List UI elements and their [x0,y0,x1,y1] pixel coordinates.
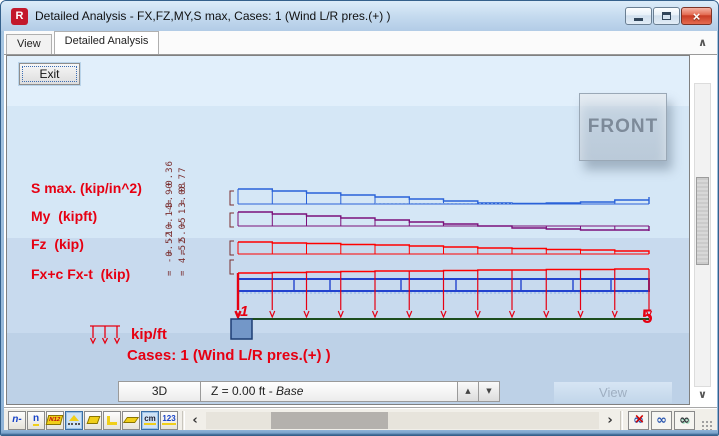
load-arrow [234,273,242,321]
tab-view[interactable]: View [6,34,52,54]
sketch-view-icon-glyph [86,416,100,424]
level-text: Z = 0.00 ft - [211,384,277,398]
close-icon: × [692,8,701,24]
title-bar[interactable]: R Detailed Analysis - FX,FZ,MY,S max, Ca… [1,1,718,31]
load-arrow [440,270,447,319]
hide-objects-glasses-icon[interactable]: ∞ × [628,410,649,430]
section-shape-icon[interactable] [122,410,140,430]
load-arrow [269,272,276,319]
section-names-icon-glyph: N12 [46,415,64,425]
section-names-icon[interactable]: N12 [46,410,64,430]
vertical-scrollbar-thumb[interactable] [696,177,709,265]
level-up-button[interactable]: ▲ [458,381,479,402]
level-name: Base [276,384,304,398]
toolbar-separator [182,410,185,430]
fz-diagram [237,241,650,255]
tab-detailed-analysis[interactable]: Detailed Analysis [53,31,160,54]
section-shape-icon-glyph [122,417,140,423]
load-arrows [234,269,653,321]
bar-numbers-icon-glyph: n [32,413,40,426]
load-arrow [474,270,481,319]
level-cell[interactable]: Z = 0.00 ft - Base [200,381,458,402]
load-arrow [406,271,413,319]
level-down-button[interactable]: ▼ [479,381,500,402]
scale-brackets [229,190,234,275]
window-title: Detailed Analysis - FX,FZ,MY,S max, Case… [35,9,391,23]
distributed-load-icon [89,325,121,345]
local-axes-icon[interactable] [103,410,121,430]
minimize-button[interactable] [625,7,652,25]
load-arrow [543,269,550,319]
s_max-diagram [237,188,650,205]
load-legend: kip/ft [87,324,167,348]
bottom-toolbar: n-n N12 cm 123 ‹ › ∞ × ∞ ∞ [4,407,717,432]
support-symbol[interactable] [230,318,253,340]
sketch-view-icon[interactable] [84,410,102,430]
node-start-label: 1 [240,303,248,320]
load-arrow [645,269,653,319]
level-bar: 3D Z = 0.00 ft - Base ▲ ▼ [118,381,500,402]
cases-label: Cases: 1 (Wind L/R pres.(+) ) [127,347,331,364]
series-label-fz: Fz (kip) [31,236,84,252]
bar-numbers-icon[interactable]: n [27,410,45,430]
supports-icon[interactable] [65,410,83,430]
my-diagram [237,211,650,231]
values-display-icon-glyph: 123 [162,414,176,425]
supports-icon-glyph [68,415,80,425]
scroll-left-button[interactable]: ‹ [192,412,198,428]
collapse-panel-chevron-icon[interactable]: ∧ [698,36,707,49]
close-button[interactable]: × [681,7,712,25]
show-objects-glasses-icon[interactable]: ∞ [651,410,672,430]
values-display-icon[interactable]: 123 [160,410,178,430]
local-axes-icon-glyph [107,415,117,425]
robot-app-icon: R [11,7,28,25]
dimension-lines-icon-glyph: cm [144,414,156,425]
series-label-fx: Fx+c Fx-t (kip) [31,266,131,282]
node-end-label: 5 [642,307,653,328]
load-arrow [303,272,310,319]
shaded-view-glasses-icon[interactable]: ∞ [674,410,695,430]
view-cube-front[interactable]: FRONT [579,93,667,161]
glasses-glyph: ∞ [679,412,690,428]
glasses-glyph: ∞ [633,412,644,428]
load-unit-label: kip/ft [131,326,167,343]
horizontal-scrollbar[interactable] [206,411,599,429]
scroll-down-chevron-icon[interactable]: ∨ [698,388,707,401]
node-symbols-icon[interactable]: n- [8,410,26,430]
load-arrow [577,269,584,319]
series-label-s_max: S max. (kip/in^2) [31,180,142,196]
tab-strip: View Detailed Analysis ∧ [4,31,717,55]
vertical-scrollbar[interactable] [694,83,711,387]
resize-grip[interactable] [701,420,713,432]
view-cube-label: FRONT [587,116,659,137]
toolbar-separator [620,410,623,430]
view-mode-cell[interactable]: 3D [118,381,200,402]
exit-button[interactable]: Exit [19,63,80,85]
load-arrow [371,271,379,319]
analysis-diagrams: 1 5 [229,188,653,340]
series-label-my: My (kipft) [31,208,98,224]
client-area: View Detailed Analysis ∧ Exit FRONT S ma… [4,31,717,432]
minimize-icon [634,17,643,21]
view-button[interactable]: View [554,382,672,403]
load-arrow [611,269,618,319]
load-arrow [508,270,516,319]
scroll-right-button[interactable]: › [607,412,613,428]
dimension-lines-icon[interactable]: cm [141,410,159,430]
window-bottom-border [1,430,718,435]
maximize-icon [662,12,671,20]
analysis-viewport[interactable]: Exit FRONT S max. (kip/in^2) = -0.36 = 0.7… [6,55,690,405]
red-x-overlay-icon: × [634,411,645,427]
right-scroll-column: ∨ [690,55,717,407]
load-arrow [337,271,344,319]
horizontal-scrollbar-thumb[interactable] [271,411,388,429]
maximize-button[interactable] [653,7,680,25]
node-symbols-icon-glyph: n- [12,414,22,425]
glasses-glyph: ∞ [656,412,667,428]
